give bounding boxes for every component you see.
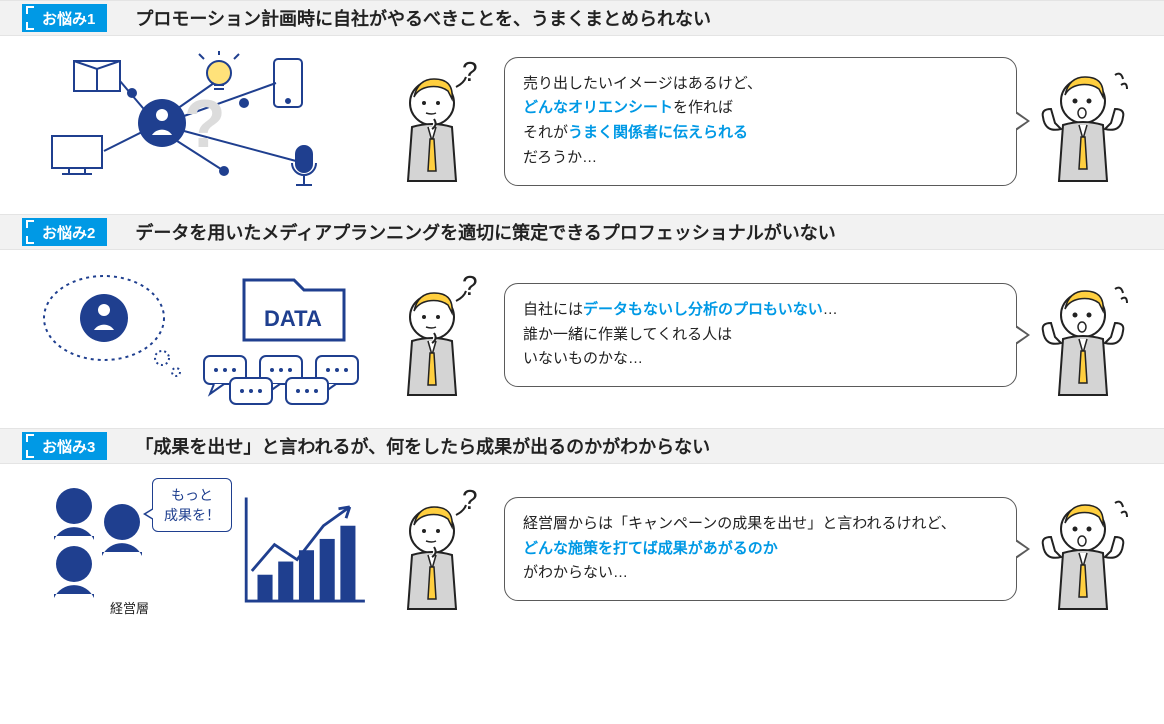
section-header: お悩み3 「成果を出せ」と言われるが、何をしたら成果が出るのかがわからない — [0, 428, 1164, 464]
svg-text:?: ? — [462, 484, 478, 515]
concern-section-2: お悩み2 データを用いたメディアプランニングを適切に策定できるプロフェッショナル… — [0, 214, 1164, 420]
bubble-highlight: どんなオリエンシート — [523, 99, 673, 116]
bubble-text: 誰か一緒に作業してくれる人は — [523, 326, 732, 343]
bubble-text: … — [823, 301, 838, 318]
concern-section-3: お悩み3 「成果を出せ」と言われるが、何をしたら成果が出るのかがわからない 経営… — [0, 428, 1164, 634]
section-title: 「成果を出せ」と言われるが、何をしたら成果が出るのかがわからない — [135, 433, 710, 459]
speech-bubble-3: 経営層からは「キャンペーンの成果を出せ」と言われるけれど、 どんな施策を打てば成… — [504, 497, 1017, 601]
bubble-highlight: データもないし分析のプロもいない — [583, 301, 823, 318]
mini-speech-text: 成果を！ — [164, 507, 220, 523]
worried-person-icon — [1027, 265, 1142, 405]
bubble-text: 経営層からは「キャンペーンの成果を出せ」と言われるけれど、 — [523, 515, 956, 532]
badge-concern-3: お悩み3 — [22, 432, 107, 460]
badge-concern-1: お悩み1 — [22, 4, 107, 32]
data-label: DATA — [264, 306, 322, 331]
speech-bubble-1: 売り出したいイメージはあるけど、 どんなオリエンシートを作れば それがうまく関係… — [504, 57, 1017, 186]
concern-section-1: お悩み1 プロモーション計画時に自社がやるべきことを、うまくまとめられない — [0, 0, 1164, 206]
speech-bubble-2: 自社にはデータもないし分析のプロもいない… 誰か一緒に作業してくれる人は いない… — [504, 283, 1017, 387]
bubble-highlight: うまく関係者に伝えられる — [568, 124, 748, 141]
bubble-text: だろうか… — [523, 149, 597, 166]
management-label: 経営層 — [110, 598, 149, 617]
thinking-person-icon: ? — [384, 51, 494, 191]
section-header: お悩み2 データを用いたメディアプランニングを適切に策定できるプロフェッショナル… — [0, 214, 1164, 250]
bubble-text: それが — [523, 124, 568, 141]
bubble-text: 自社には — [523, 301, 583, 318]
management-chart-illustration: 経営層 もっと 成果を！ — [34, 474, 374, 624]
thinking-person-icon: ? — [384, 479, 494, 619]
bubble-text: いないものかな… — [523, 350, 643, 367]
section-body: 経営層 もっと 成果を！ — [0, 464, 1164, 634]
bubble-text: がわからない… — [523, 564, 628, 581]
svg-text:?: ? — [184, 86, 226, 162]
data-illustration: DATA — [34, 260, 374, 410]
svg-text:?: ? — [462, 270, 478, 301]
badge-concern-2: お悩み2 — [22, 218, 107, 246]
section-title: プロモーション計画時に自社がやるべきことを、うまくまとめられない — [135, 5, 711, 31]
svg-text:?: ? — [462, 56, 478, 87]
bubble-highlight: どんな施策を打てば成果があがるのか — [523, 540, 778, 557]
mini-speech-text: もっと — [171, 487, 213, 503]
section-title: データを用いたメディアプランニングを適切に策定できるプロフェッショナルがいない — [135, 219, 835, 245]
media-network-illustration: ? — [34, 46, 374, 196]
section-body: DATA — [0, 250, 1164, 420]
worried-person-icon — [1027, 479, 1142, 619]
bubble-text: 売り出したいイメージはあるけど、 — [523, 75, 762, 92]
worried-person-icon — [1027, 51, 1142, 191]
bubble-text: を作れば — [673, 99, 733, 116]
section-body: ? ? — [0, 36, 1164, 206]
section-header: お悩み1 プロモーション計画時に自社がやるべきことを、うまくまとめられない — [0, 0, 1164, 36]
thinking-person-icon: ? — [384, 265, 494, 405]
mini-speech-bubble: もっと 成果を！ — [152, 478, 232, 532]
